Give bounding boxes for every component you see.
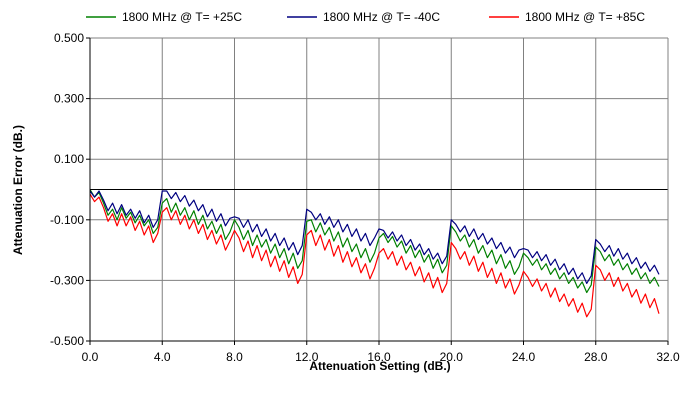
x-tick-label: 12.0 xyxy=(295,350,319,364)
y-tick-label: -0.100 xyxy=(50,213,84,227)
series-line-1 xyxy=(89,190,660,285)
series-line-0 xyxy=(89,189,660,294)
y-tick-label: 0.100 xyxy=(54,152,84,166)
x-tick-label: 8.0 xyxy=(226,350,243,364)
x-tick-label: 16.0 xyxy=(367,350,391,364)
y-tick-label: -0.300 xyxy=(50,273,84,287)
x-tick-label: 24.0 xyxy=(512,350,536,364)
legend-label-1: 1800 MHz @ T= -40C xyxy=(323,10,440,24)
legend-label-2: 1800 MHz @ T= +85C xyxy=(525,10,645,24)
x-tick-label: 0.0 xyxy=(82,350,99,364)
tick-labels: 0.500 0.300 0.100 -0.100 -0.300 -0.500 0.0 4.0 8… xyxy=(50,31,680,364)
x-tick-label: 4.0 xyxy=(154,350,171,364)
y-tick-label: 0.500 xyxy=(54,31,84,45)
legend: 1800 MHz @ T= +25C 1800 MHz @ T= -40C 1800… xyxy=(86,10,645,24)
x-tick-label: 20.0 xyxy=(440,350,464,364)
series-line-2 xyxy=(89,193,660,318)
x-tick-label: 32.0 xyxy=(656,350,680,364)
legend-label-0: 1800 MHz @ T= +25C xyxy=(122,10,242,24)
y-tick-label: -0.500 xyxy=(50,334,84,348)
x-tick-label: 28.0 xyxy=(584,350,608,364)
series-layer xyxy=(89,189,660,318)
plot-axes xyxy=(86,37,669,345)
x-axis-title: Attenuation Setting (dB.) xyxy=(309,359,450,373)
y-axis-title: Attenuation Error (dB.) xyxy=(11,125,25,255)
y-tick-label: 0.300 xyxy=(54,92,84,106)
